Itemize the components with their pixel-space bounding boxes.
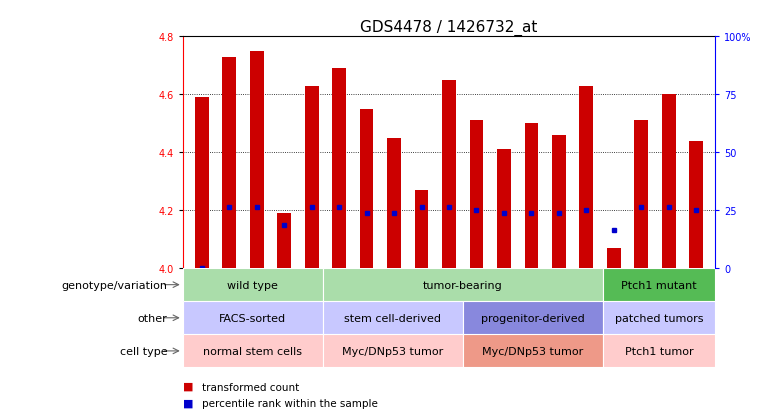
Bar bbox=[463, 335, 603, 368]
Text: tumor-bearing: tumor-bearing bbox=[423, 280, 503, 290]
Bar bbox=[603, 301, 715, 335]
Bar bbox=[603, 268, 715, 301]
Bar bbox=[463, 301, 603, 335]
Text: Myc/DNp53 tumor: Myc/DNp53 tumor bbox=[342, 346, 444, 356]
Text: ■: ■ bbox=[183, 381, 193, 391]
Bar bbox=[662, 95, 676, 268]
Bar bbox=[323, 268, 603, 301]
Bar bbox=[497, 150, 511, 268]
Bar bbox=[607, 248, 621, 268]
Bar bbox=[387, 138, 401, 268]
Bar bbox=[415, 190, 428, 268]
Text: genotype/variation: genotype/variation bbox=[62, 280, 167, 290]
Text: ■: ■ bbox=[183, 398, 193, 408]
Bar bbox=[222, 57, 236, 268]
Bar bbox=[552, 135, 565, 268]
Bar bbox=[183, 268, 323, 301]
Bar bbox=[635, 121, 648, 268]
Bar bbox=[470, 121, 483, 268]
Bar bbox=[579, 86, 593, 268]
Text: progenitor-derived: progenitor-derived bbox=[481, 313, 585, 323]
Text: stem cell-derived: stem cell-derived bbox=[345, 313, 441, 323]
Text: Myc/DNp53 tumor: Myc/DNp53 tumor bbox=[482, 346, 584, 356]
Bar bbox=[360, 109, 374, 268]
Text: cell type: cell type bbox=[119, 346, 167, 356]
Bar bbox=[689, 141, 703, 268]
Bar bbox=[323, 301, 463, 335]
Bar bbox=[333, 69, 346, 268]
Bar bbox=[323, 335, 463, 368]
Bar bbox=[183, 301, 323, 335]
Bar bbox=[524, 124, 538, 268]
Text: wild type: wild type bbox=[228, 280, 279, 290]
Bar bbox=[277, 214, 291, 268]
Text: Ptch1 mutant: Ptch1 mutant bbox=[622, 280, 697, 290]
Bar bbox=[603, 335, 715, 368]
Text: patched tumors: patched tumors bbox=[615, 313, 703, 323]
Text: transformed count: transformed count bbox=[202, 382, 299, 392]
Text: FACS-sorted: FACS-sorted bbox=[219, 313, 286, 323]
Bar bbox=[305, 86, 319, 268]
Text: other: other bbox=[138, 313, 167, 323]
Bar bbox=[195, 98, 209, 268]
Bar bbox=[250, 52, 263, 268]
Text: Ptch1 tumor: Ptch1 tumor bbox=[625, 346, 693, 356]
Text: normal stem cells: normal stem cells bbox=[203, 346, 302, 356]
Title: GDS4478 / 1426732_at: GDS4478 / 1426732_at bbox=[360, 20, 538, 36]
Bar bbox=[183, 335, 323, 368]
Bar bbox=[442, 81, 456, 268]
Text: percentile rank within the sample: percentile rank within the sample bbox=[202, 399, 377, 408]
